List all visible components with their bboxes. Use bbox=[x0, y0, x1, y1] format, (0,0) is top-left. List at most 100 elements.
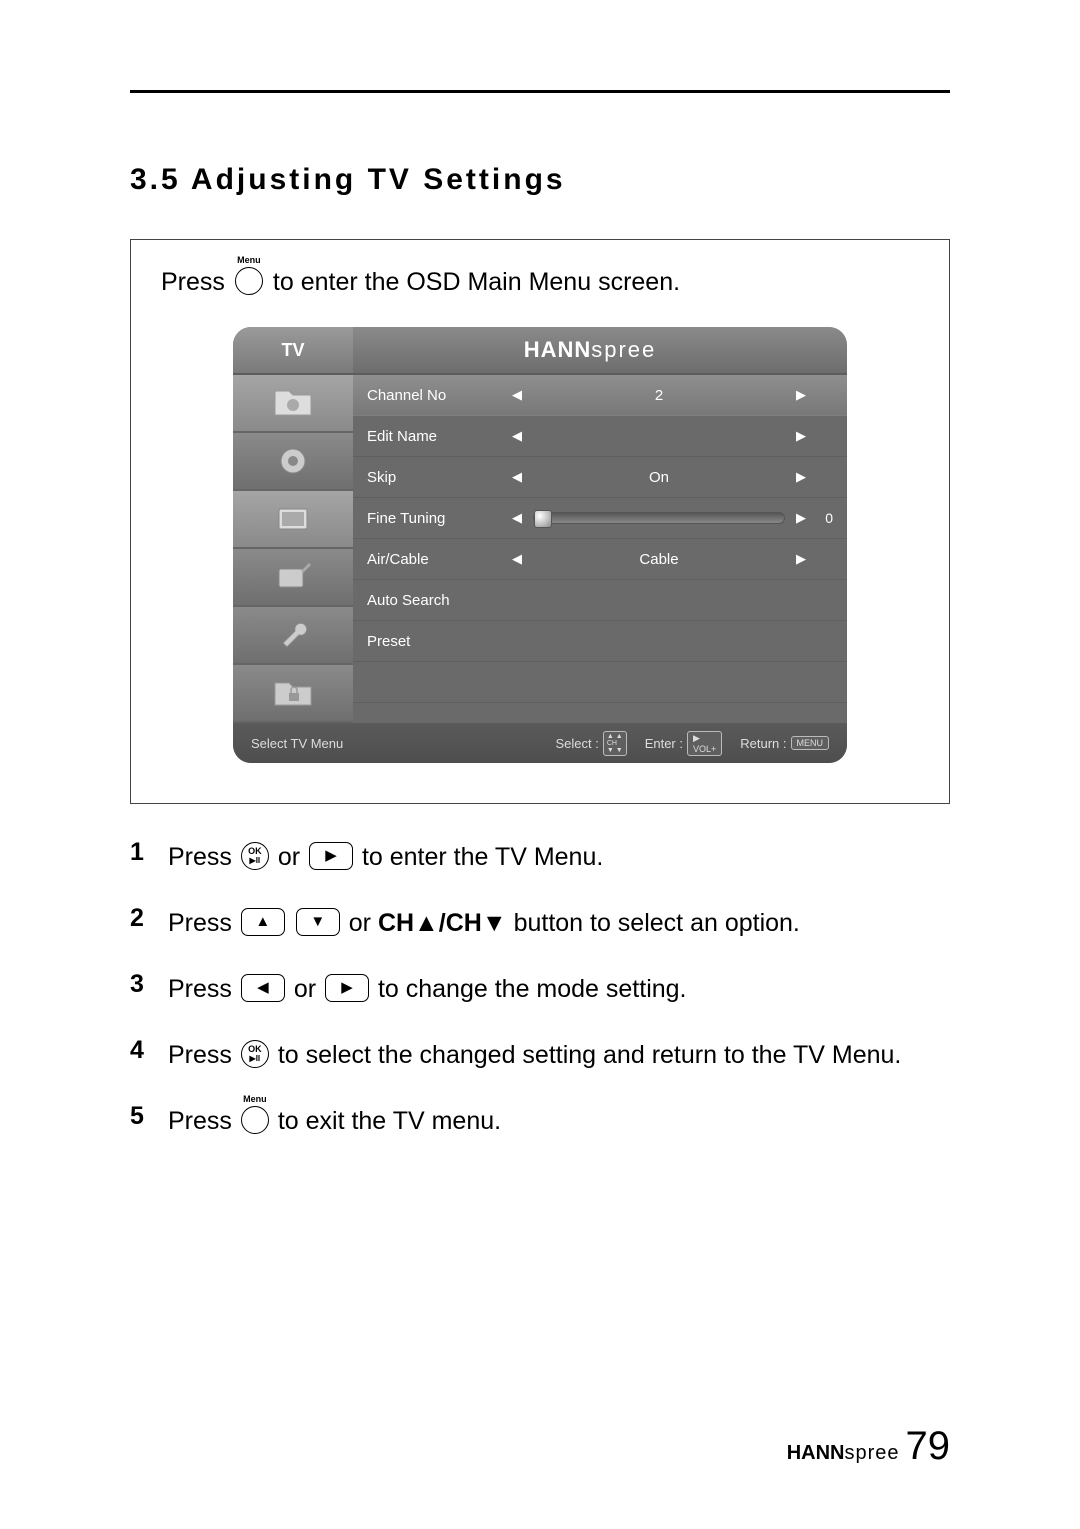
footer-brand-bold: HANN bbox=[787, 1442, 845, 1464]
osd-sidebar bbox=[233, 375, 353, 723]
step-number: 5 bbox=[130, 1102, 150, 1131]
row-label: Edit Name bbox=[367, 428, 507, 445]
step-4: 4 Press OK ▶II to select the changed set… bbox=[130, 1036, 950, 1074]
brand-bold: HANN bbox=[524, 337, 592, 362]
arrow-right-icon: ▶ bbox=[791, 510, 811, 526]
osd-header: TV HANNspree bbox=[233, 327, 847, 375]
row-label: Channel No bbox=[367, 387, 507, 404]
footer-return-label: Return : bbox=[740, 736, 786, 751]
menu-button-icon bbox=[241, 1106, 269, 1134]
step-number: 1 bbox=[130, 838, 150, 867]
lock-icon bbox=[271, 673, 315, 713]
row-label: Preset bbox=[367, 633, 507, 650]
footer-brand: HANNspree bbox=[787, 1442, 900, 1465]
arrow-right-icon: ▶ bbox=[791, 551, 811, 567]
figure-box: Press to enter the OSD Main Menu screen.… bbox=[130, 239, 950, 804]
step-1: 1 Press OK ▶II or ▶ to enter the TV Menu… bbox=[130, 838, 950, 876]
footer-enter: Enter : ▶VOL+ bbox=[645, 731, 723, 756]
step-number: 4 bbox=[130, 1036, 150, 1065]
row-label: Fine Tuning bbox=[367, 510, 507, 527]
section-title: 3.5 Adjusting TV Settings bbox=[130, 163, 950, 197]
ok-bot: ▶II bbox=[250, 1054, 261, 1063]
folder-picture-icon bbox=[271, 383, 315, 423]
intro-press: Press bbox=[161, 268, 225, 297]
side-icon-tv bbox=[233, 491, 353, 549]
down-button-icon: ▼ bbox=[296, 908, 340, 936]
footer-brand-light: spree bbox=[844, 1442, 899, 1464]
osd-brand: HANNspree bbox=[353, 337, 847, 363]
row-auto-search: Auto Search bbox=[353, 580, 847, 621]
row-extra: 0 bbox=[811, 510, 833, 526]
osd-screenshot: TV HANNspree bbox=[233, 327, 847, 763]
osd-body: Channel No ◀ 2 ▶ Edit Name ◀ ▶ Sk bbox=[233, 375, 847, 723]
right-button-icon: ▶ bbox=[309, 842, 353, 870]
vol-chip-icon: ▶VOL+ bbox=[687, 731, 722, 756]
paint-icon bbox=[271, 557, 315, 597]
intro-line: Press to enter the OSD Main Menu screen. bbox=[161, 268, 919, 297]
step-text: or bbox=[294, 975, 323, 1003]
row-fine-tuning: Fine Tuning ◀ ▶ 0 bbox=[353, 498, 847, 539]
ok-bot: ▶II bbox=[250, 856, 261, 865]
steps-list: 1 Press OK ▶II or ▶ to enter the TV Menu… bbox=[130, 838, 950, 1140]
page-number: 79 bbox=[906, 1424, 951, 1469]
step-3: 3 Press ◀ or ▶ to change the mode settin… bbox=[130, 970, 950, 1008]
footer-return: Return : MENU bbox=[740, 736, 829, 751]
step-text: Press bbox=[168, 1107, 239, 1135]
row-channel-no: Channel No ◀ 2 ▶ bbox=[353, 375, 847, 416]
page-footer: HANNspree 79 bbox=[787, 1424, 950, 1469]
osd-rows: Channel No ◀ 2 ▶ Edit Name ◀ ▶ Sk bbox=[353, 375, 847, 723]
side-icon-option bbox=[233, 607, 353, 665]
footer-left: Select TV Menu bbox=[251, 736, 538, 751]
row-value: On bbox=[527, 469, 791, 486]
ok-button-icon: OK ▶II bbox=[241, 1040, 269, 1068]
tv-icon bbox=[271, 499, 315, 539]
menu-chip-icon: MENU bbox=[791, 736, 830, 750]
step-text: button to select an option. bbox=[514, 909, 800, 937]
ch-chip-icon: ▲ ▲CH▼ ▼ bbox=[603, 731, 627, 756]
osd-tab-tv: TV bbox=[233, 327, 353, 373]
row-preset: Preset bbox=[353, 621, 847, 662]
row-air-cable: Air/Cable ◀ Cable ▶ bbox=[353, 539, 847, 580]
row-label: Auto Search bbox=[367, 592, 507, 609]
footer-select-label: Select : bbox=[556, 736, 599, 751]
side-icon-picture bbox=[233, 375, 353, 433]
arrow-left-icon: ◀ bbox=[507, 551, 527, 567]
dial-icon bbox=[271, 441, 315, 481]
brand-light: spree bbox=[591, 337, 656, 362]
side-icon-setup bbox=[233, 549, 353, 607]
arrow-right-icon: ▶ bbox=[791, 469, 811, 485]
step-text: to enter the TV Menu. bbox=[362, 843, 603, 871]
up-button-icon: ▲ bbox=[241, 908, 285, 936]
menu-button-icon bbox=[235, 267, 263, 295]
step-text: Press bbox=[168, 843, 239, 871]
side-icon-lock bbox=[233, 665, 353, 723]
step-text: or bbox=[349, 909, 378, 937]
step-text: to change the mode setting. bbox=[378, 975, 687, 1003]
step-text: or bbox=[278, 843, 307, 871]
arrow-left-icon: ◀ bbox=[507, 428, 527, 444]
arrow-right-icon: ▶ bbox=[791, 387, 811, 403]
step-number: 2 bbox=[130, 904, 150, 933]
side-icon-sound bbox=[233, 433, 353, 491]
right-button-icon: ▶ bbox=[325, 974, 369, 1002]
row-value: Cable bbox=[527, 551, 791, 568]
osd-footer: Select TV Menu Select : ▲ ▲CH▼ ▼ Enter :… bbox=[233, 723, 847, 763]
step-text: Press bbox=[168, 975, 239, 1003]
row-empty bbox=[353, 662, 847, 703]
step-2: 2 Press ▲ ▼ or CH▲/CH▼ button to select … bbox=[130, 904, 950, 942]
step-text: to exit the TV menu. bbox=[278, 1107, 501, 1135]
footer-enter-label: Enter : bbox=[645, 736, 683, 751]
step-bold: CH▲/CH▼ bbox=[378, 909, 507, 937]
arrow-left-icon: ◀ bbox=[507, 510, 527, 526]
step-text: Press bbox=[168, 909, 239, 937]
arrow-right-icon: ▶ bbox=[791, 428, 811, 444]
row-edit-name: Edit Name ◀ ▶ bbox=[353, 416, 847, 457]
row-skip: Skip ◀ On ▶ bbox=[353, 457, 847, 498]
arrow-left-icon: ◀ bbox=[507, 469, 527, 485]
ok-top: OK bbox=[248, 1045, 262, 1054]
left-button-icon: ◀ bbox=[241, 974, 285, 1002]
row-label: Skip bbox=[367, 469, 507, 486]
row-label: Air/Cable bbox=[367, 551, 507, 568]
step-number: 3 bbox=[130, 970, 150, 999]
ok-button-icon: OK ▶II bbox=[241, 842, 269, 870]
